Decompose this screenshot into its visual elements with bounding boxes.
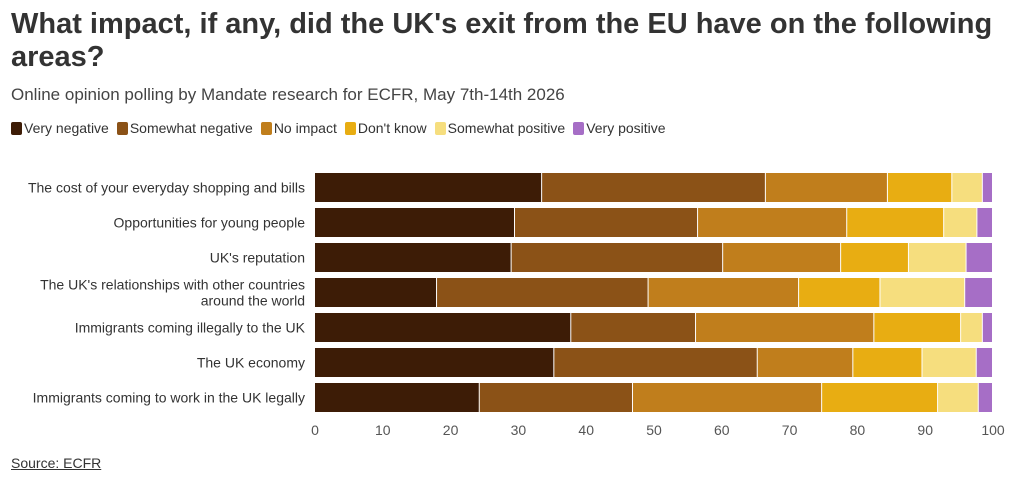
x-tick-label: 70 xyxy=(782,422,798,438)
bar-segment xyxy=(315,313,571,342)
legend-item: No impact xyxy=(260,119,337,137)
bar-segment xyxy=(315,173,542,202)
bar-segment xyxy=(723,243,841,272)
category-label: Opportunities for young people xyxy=(114,215,306,231)
bar-segment xyxy=(437,278,648,307)
legend-item: Don't know xyxy=(344,119,427,137)
legend-swatch xyxy=(260,121,272,135)
bar-segment xyxy=(908,243,966,272)
legend-label: Somewhat negative xyxy=(129,120,253,136)
bar-segment xyxy=(978,383,992,412)
legend-label: Don't know xyxy=(357,120,427,136)
bar-segment xyxy=(765,173,887,202)
legend-item: Somewhat positive xyxy=(434,119,566,137)
bar-segment xyxy=(315,208,515,237)
legend: Very negative Somewhat negative No impact D… xyxy=(11,119,666,137)
bar-segment xyxy=(511,243,723,272)
bar-segment xyxy=(571,313,696,342)
bar-segment xyxy=(966,243,992,272)
bar-segment xyxy=(757,348,853,377)
legend-label: Somewhat positive xyxy=(447,120,566,136)
bar-segment xyxy=(944,208,977,237)
bar-segment xyxy=(961,313,982,342)
legend-swatch xyxy=(434,121,446,135)
bar-segment xyxy=(554,348,757,377)
bar-segment xyxy=(515,208,698,237)
x-tick-label: 10 xyxy=(375,422,391,438)
bar-segment xyxy=(698,208,847,237)
x-tick-label: 60 xyxy=(714,422,730,438)
category-label: Immigrants coming to work in the UK lega… xyxy=(33,390,305,406)
bar-segment xyxy=(648,278,799,307)
bar-segment xyxy=(315,243,511,272)
bar-segment xyxy=(847,208,944,237)
bar-segment xyxy=(965,278,992,307)
source-link[interactable]: Source: ECFR xyxy=(11,455,102,471)
x-tick-label: 100 xyxy=(981,422,1005,438)
bar-segment xyxy=(938,383,978,412)
x-tick-label: 90 xyxy=(917,422,933,438)
bar-segment xyxy=(696,313,874,342)
x-tick-label: 30 xyxy=(511,422,527,438)
legend-label: Very positive xyxy=(586,120,666,136)
x-tick-label: 0 xyxy=(311,422,319,438)
legend-item: Very positive xyxy=(573,119,666,137)
x-tick-label: 50 xyxy=(646,422,662,438)
bar-segment xyxy=(841,243,908,272)
legend-swatch xyxy=(116,121,128,135)
category-label: UK's reputation xyxy=(210,250,305,266)
bar-segment xyxy=(479,383,632,412)
x-tick-label: 40 xyxy=(578,422,594,438)
bar-segment xyxy=(887,173,952,202)
legend-label: No impact xyxy=(273,120,337,136)
bar-segment xyxy=(799,278,880,307)
stacked-bar-chart: The cost of your everyday shopping and b… xyxy=(28,173,1005,438)
bar-segment xyxy=(880,278,965,307)
bar-segment xyxy=(952,173,982,202)
bar-segment xyxy=(874,313,961,342)
bar-segment xyxy=(922,348,976,377)
x-tick-label: 20 xyxy=(443,422,459,438)
chart-subtitle: Online opinion polling by Mandate resear… xyxy=(11,85,565,104)
bar-segment xyxy=(315,348,554,377)
bar-segment xyxy=(542,173,765,202)
category-label: The UK's relationships with other countr… xyxy=(40,277,305,309)
bar-segment xyxy=(982,173,992,202)
legend-label: Very negative xyxy=(24,120,109,136)
legend-item: Very negative xyxy=(11,119,109,137)
bar-segment xyxy=(315,278,437,307)
category-label: The UK economy xyxy=(197,355,305,371)
chart-title: What impact, if any, did the UK's exit f… xyxy=(11,8,993,73)
legend-swatch xyxy=(344,121,356,135)
category-label: Immigrants coming illegally to the UK xyxy=(75,320,306,336)
bar-segment xyxy=(822,383,938,412)
legend-swatch xyxy=(573,121,585,135)
bar-segment xyxy=(977,208,992,237)
category-label: The cost of your everyday shopping and b… xyxy=(28,180,305,196)
bar-segment xyxy=(315,383,479,412)
legend-swatch xyxy=(11,121,22,135)
x-tick-label: 80 xyxy=(850,422,866,438)
bar-segment xyxy=(976,348,992,377)
bar-segment xyxy=(982,313,992,342)
bar-segment xyxy=(632,383,822,412)
legend-item: Somewhat negative xyxy=(116,119,253,137)
bar-segment xyxy=(853,348,922,377)
